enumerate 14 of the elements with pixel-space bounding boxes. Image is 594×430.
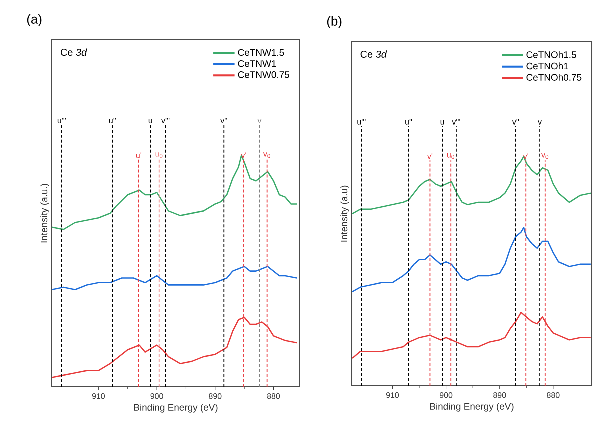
text: Ce 3d xyxy=(60,48,88,56)
legend-label: CeTNOh1 xyxy=(526,62,568,70)
x-axis-title: Binding Energy (eV) xyxy=(430,403,514,412)
legend-label: CeTNW1.5 xyxy=(238,49,284,56)
y-axis-title: Intensity (a.u) xyxy=(340,186,350,242)
legend-label: CeTNOh1.5 xyxy=(526,51,576,58)
y-axis-title: Intensity (a.u.) xyxy=(40,184,50,243)
legend-label: CeTNW1 xyxy=(238,60,276,68)
x-axis-title: Binding Energy (eV) xyxy=(134,404,218,413)
chart-title: (b) xyxy=(327,16,342,29)
legend-label: CeTNOh0.75 xyxy=(526,74,582,81)
legend-label: CeTNW0.75 xyxy=(238,72,290,78)
text: Ce 3d xyxy=(360,50,388,58)
chart-title: (a) xyxy=(27,14,42,27)
